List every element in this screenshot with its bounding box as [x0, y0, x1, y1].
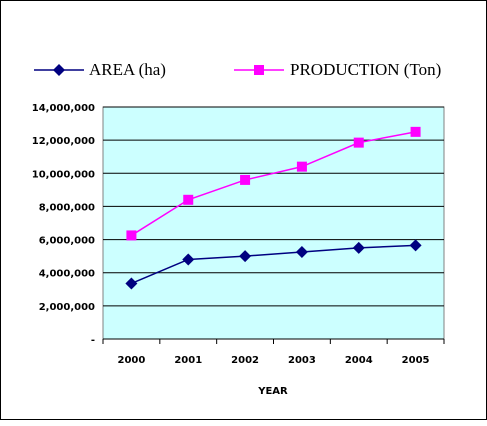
legend-label-area: AREA (ha) — [89, 60, 166, 79]
series-line-1 — [131, 131, 416, 237]
x-tick-label: 2005 — [402, 355, 430, 366]
x-tick-label: 2003 — [288, 355, 316, 366]
legend-marker-production — [254, 65, 264, 75]
data-point-diamond — [409, 239, 422, 252]
y-tick-label: 12,000,000 — [32, 136, 95, 147]
data-point-diamond — [182, 253, 195, 266]
legend-item-production: PRODUCTION (Ton) — [234, 60, 441, 79]
x-axis-ticks: 2000 2001 2002 2003 2004 2005 — [102, 339, 445, 366]
data-point-square — [183, 194, 194, 205]
y-tick-label: - — [91, 335, 95, 346]
data-point-square — [410, 126, 421, 137]
gridlines — [103, 106, 444, 307]
legend-label-production: PRODUCTION (Ton) — [290, 60, 441, 79]
y-tick-label: 8,000,000 — [39, 202, 95, 213]
plot-area — [102, 106, 445, 340]
data-point-square — [126, 230, 137, 241]
data-point-diamond — [239, 250, 252, 263]
legend: AREA (ha) PRODUCTION (Ton) — [34, 60, 441, 79]
y-tick-label: 10,000,000 — [32, 169, 95, 180]
data-point-diamond — [352, 241, 365, 254]
y-tick-label: 6,000,000 — [39, 236, 95, 247]
data-point-diamond — [125, 277, 138, 290]
data-point-diamond — [295, 246, 308, 258]
series-line-0 — [131, 244, 416, 285]
y-tick-label: 4,000,000 — [39, 269, 95, 280]
y-tick-label: 2,000,000 — [39, 302, 95, 313]
y-axis-ticks: - 2,000,000 4,000,000 6,000,000 8,000,000 10,… — [32, 103, 95, 346]
legend-marker-area — [53, 64, 65, 76]
series-markers — [125, 126, 422, 290]
x-tick-label: 2004 — [345, 355, 373, 366]
data-point-square — [240, 174, 251, 185]
series-lines — [131, 131, 416, 285]
x-tick-label: 2002 — [231, 355, 259, 366]
data-point-square — [296, 161, 307, 172]
data-point-square — [353, 137, 364, 148]
x-tick-label: 2001 — [174, 355, 202, 366]
x-tick-label: 2000 — [117, 355, 145, 366]
legend-item-area: AREA (ha) — [34, 60, 166, 79]
y-tick-label: 14,000,000 — [32, 103, 95, 114]
x-axis-label: YEAR — [257, 386, 288, 397]
